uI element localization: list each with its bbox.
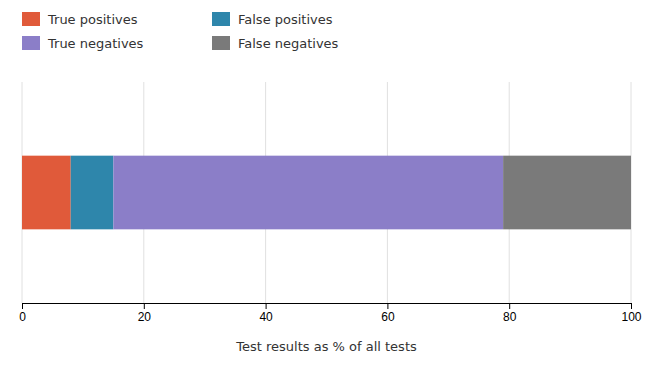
legend: True positives False positives True negati… (22, 12, 339, 51)
legend-item: False positives (212, 12, 333, 27)
tick: 100 (621, 303, 641, 324)
tick: 0 (19, 303, 26, 324)
tick: 20 (138, 303, 152, 324)
x-axis-title: Test results as % of all tests (235, 339, 417, 354)
legend-label: True positives (47, 12, 138, 27)
tick-mark (631, 303, 632, 309)
legend-swatch (212, 36, 230, 50)
tick-mark (266, 303, 267, 309)
tick-mark (144, 303, 145, 309)
legend-swatch (22, 36, 40, 50)
bar (503, 156, 631, 230)
bar (22, 156, 71, 230)
legend-item: False negatives (212, 36, 339, 51)
legend-label: False positives (238, 12, 333, 27)
tick: 40 (259, 303, 273, 324)
axis-line (23, 304, 632, 310)
tick-label: 0 (19, 310, 26, 324)
tick-mark (509, 303, 510, 309)
legend-label: False negatives (238, 36, 339, 51)
tick-label: 40 (259, 310, 273, 324)
legend-label: True negatives (47, 36, 144, 51)
x-axis: 0 20 40 60 80 100 (19, 303, 642, 324)
tick-mark (387, 303, 388, 309)
tick-label: 60 (381, 310, 395, 324)
tick: 60 (381, 303, 395, 324)
tick-label: 20 (138, 310, 152, 324)
grid (22, 82, 631, 303)
bars (22, 156, 631, 230)
bar (71, 156, 114, 230)
tick-label: 100 (621, 310, 641, 324)
bar (113, 156, 503, 230)
chart: 0 20 40 60 80 100 Test results as % of all tes… (0, 0, 659, 365)
plot: 0 20 40 60 80 100 (19, 82, 642, 324)
legend-item: True positives (22, 12, 138, 27)
legend-swatch (22, 12, 40, 26)
tick-mark (22, 303, 23, 309)
tick: 80 (503, 303, 517, 324)
legend-item: True negatives (22, 36, 144, 51)
tick-label: 80 (503, 310, 517, 324)
legend-swatch (212, 12, 230, 26)
